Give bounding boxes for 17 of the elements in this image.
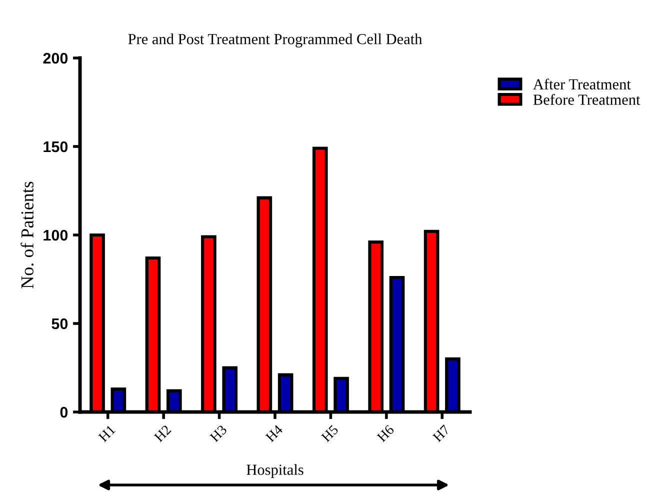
x-tick-label: H7	[432, 424, 450, 442]
x-tick-label: H6	[376, 424, 395, 442]
x-axis-title: Hospitals	[246, 464, 304, 478]
x-tick-label: H4	[265, 424, 284, 442]
x-tick-label: H1	[98, 424, 116, 442]
chart-title: Pre and Post Treatment Programmed Cell Death	[128, 34, 422, 48]
y-tick-label: 200	[43, 52, 68, 64]
y-tick-label: 0	[60, 406, 68, 418]
y-tick-label: 100	[44, 230, 68, 241]
y-tick-label: 50	[52, 318, 68, 330]
legend-label: After Treatment	[533, 78, 631, 90]
y-axis-title: No. of Patients	[20, 182, 34, 288]
x-tick-label: H2	[154, 424, 172, 442]
legend-label: Before Treatment	[533, 94, 640, 105]
x-tick-label: H3	[209, 424, 228, 442]
x-tick-label: H5	[320, 424, 339, 442]
y-tick-label: 150	[44, 141, 68, 152]
